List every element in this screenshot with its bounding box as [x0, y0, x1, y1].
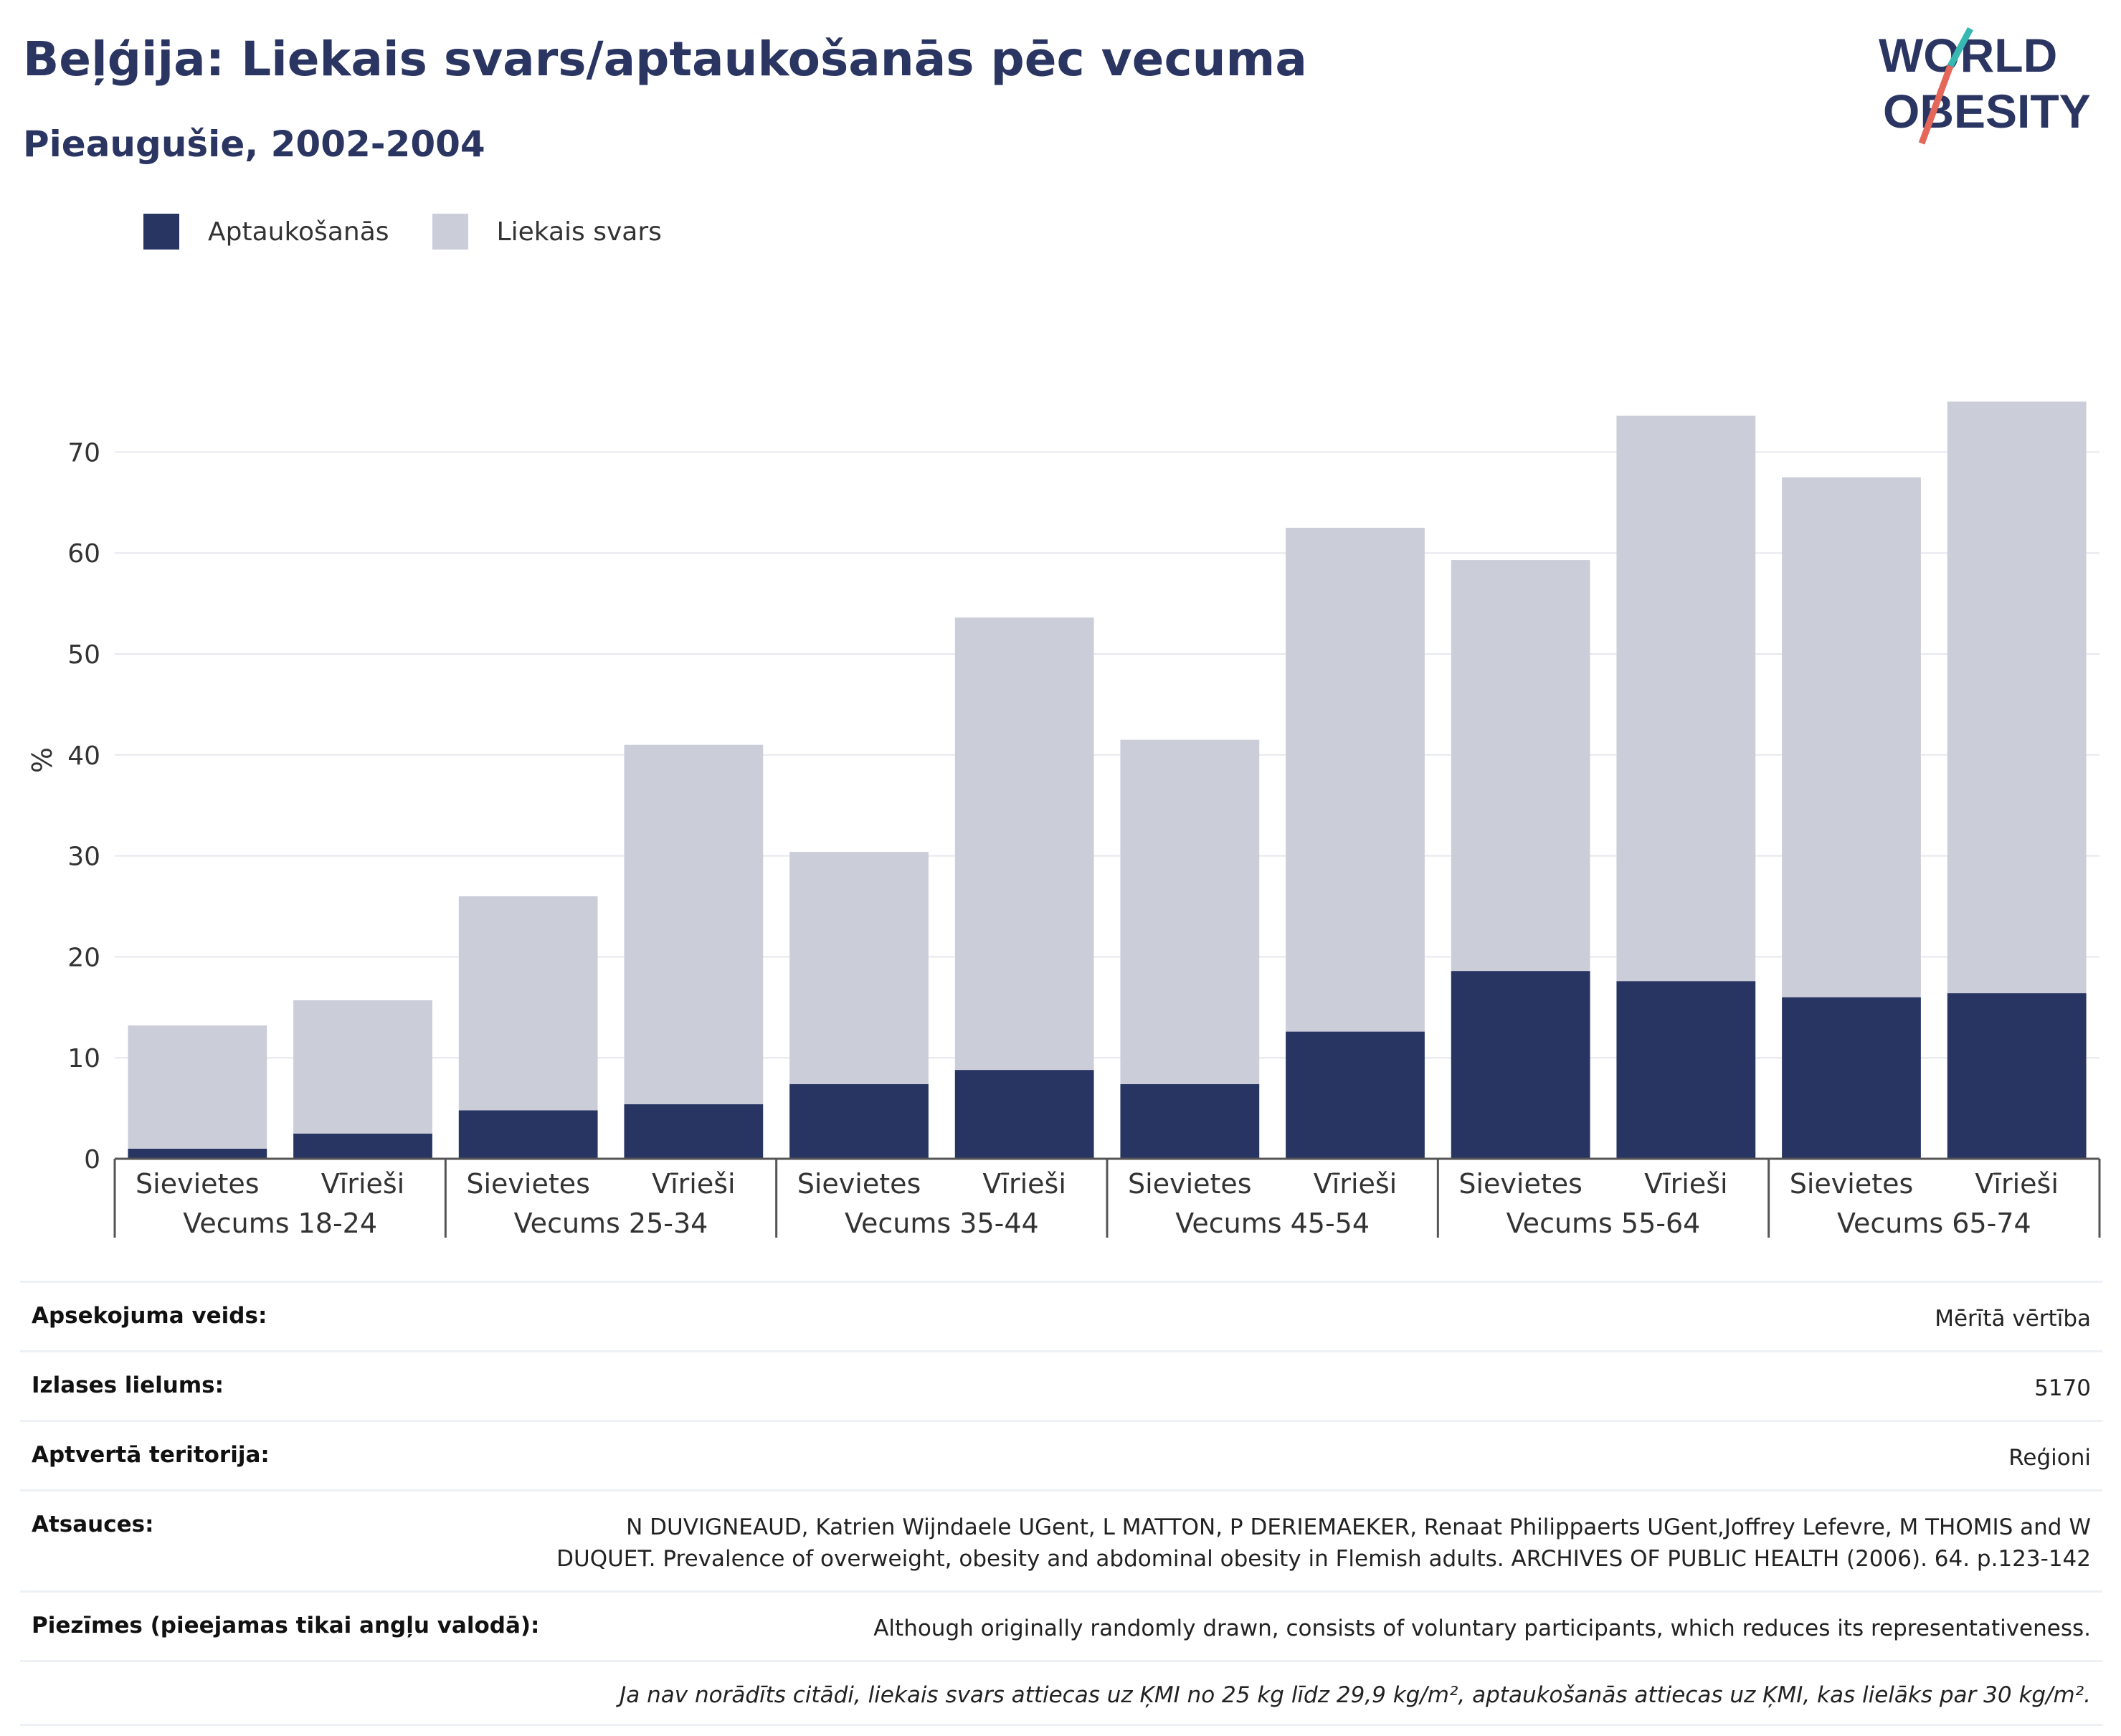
meta-key: Piezīmes (pieejamas tikai angļu valodā):	[32, 1613, 540, 1638]
y-tick-label: 40	[67, 741, 100, 771]
meta-key: Izlases lielums:	[32, 1372, 224, 1398]
meta-row-survey-type: Apsekojuma veids: Mērītā vērtība	[20, 1281, 2102, 1350]
legend-item-obesity[interactable]: Aptaukošanās	[143, 214, 389, 250]
x-group-label: Vecums 45-54	[1175, 1208, 1370, 1239]
meta-row-area-covered: Aptvertā teritorija: Reģioni	[20, 1420, 2102, 1489]
legend-swatch-overweight	[432, 214, 468, 250]
x-category-label: Vīrieši	[1644, 1168, 1727, 1200]
footnote: Ja nav norādīts citādi, liekais svars at…	[620, 1682, 2091, 1708]
meta-value: Reģioni	[2008, 1445, 2091, 1471]
y-tick-label: 60	[67, 539, 100, 569]
x-category-label: Vīrieši	[321, 1168, 404, 1200]
legend-swatch-obesity	[143, 214, 179, 250]
meta-value: Although originally randomly drawn, cons…	[873, 1616, 2091, 1641]
x-category-label: Sievietes	[1128, 1168, 1252, 1200]
meta-row-sample-size: Izlases lielums: 5170	[20, 1350, 2102, 1420]
x-group-label: Vecums 55-64	[1506, 1208, 1701, 1239]
x-category-label: Sievietes	[466, 1168, 590, 1200]
logo-line2: OBESITY	[1883, 85, 2091, 138]
bar-obesity	[789, 1083, 929, 1159]
bar-obesity	[1782, 997, 1921, 1159]
x-category-label: Vīrieši	[1975, 1168, 2058, 1200]
bar-overweight	[293, 1000, 432, 1134]
bar-overweight	[458, 896, 598, 1111]
y-tick-label: 0	[84, 1145, 100, 1175]
y-tick-label: 30	[67, 843, 100, 872]
meta-key: Atsauces:	[32, 1512, 154, 1537]
bar-obesity	[128, 1148, 267, 1159]
world-obesity-logo: WORLD OBESITY	[1879, 27, 2091, 145]
x-group-label: Vecums 25-34	[514, 1208, 708, 1239]
x-group-label: Vecums 18-24	[183, 1208, 377, 1239]
bar-obesity	[1120, 1083, 1260, 1159]
meta-key: Aptvertā teritorija:	[32, 1442, 270, 1468]
bar-overweight	[128, 1025, 267, 1149]
logo-accent-teal	[1947, 27, 1973, 68]
bar-obesity	[954, 1070, 1094, 1159]
x-category-label: Vīrieši	[982, 1168, 1066, 1200]
bar-overweight	[1451, 560, 1590, 972]
logo-accent-coral	[1918, 65, 1954, 145]
bar-overweight	[1120, 739, 1260, 1084]
x-category-label: Sievietes	[797, 1168, 921, 1200]
x-category-label: Vīrieši	[652, 1168, 735, 1200]
bar-obesity	[458, 1110, 598, 1159]
meta-key: Apsekojuma veids:	[32, 1303, 267, 1329]
bar-overweight	[1947, 402, 2087, 994]
chart-title: Beļģija: Liekais svars/aptaukošanās pēc …	[23, 32, 1307, 87]
x-group-label: Vecums 35-44	[845, 1208, 1039, 1239]
legend-item-overweight[interactable]: Liekais svars	[432, 214, 662, 250]
metadata-table: Apsekojuma veids: Mērītā vērtība Izlases…	[20, 1281, 2102, 1726]
chart-subtitle: Pieaugušie, 2002-2004	[23, 123, 485, 165]
meta-value: 5170	[2034, 1375, 2091, 1401]
y-tick-label: 50	[67, 640, 100, 670]
meta-row-notes: Piezīmes (pieejamas tikai angļu valodā):…	[20, 1590, 2102, 1660]
bar-overweight	[624, 744, 764, 1104]
meta-row-footnote: Ja nav norādīts citādi, liekais svars at…	[20, 1660, 2102, 1726]
x-group-label: Vecums 65-74	[1837, 1208, 2031, 1239]
y-tick-label: 70	[67, 438, 100, 468]
bar-overweight	[789, 851, 929, 1084]
x-category-label: Sievietes	[1790, 1168, 1914, 1200]
bar-overweight	[1286, 528, 1425, 1032]
meta-value: N DUVIGNEAUD, Katrien Wijndaele UGent, L…	[556, 1514, 2091, 1572]
legend-label-overweight: Liekais svars	[496, 217, 662, 247]
meta-row-references: Atsauces: N DUVIGNEAUD, Katrien Wijndael…	[20, 1489, 2102, 1590]
bar-obesity	[293, 1133, 432, 1159]
bar-obesity	[1451, 971, 1590, 1159]
bar-overweight	[1616, 415, 1756, 982]
bar-chart: 0 10 20 30 40 50 60 70% Sievietes Vīrieši Sieviete…	[27, 402, 2101, 1239]
x-category-label: Vīrieši	[1314, 1168, 1397, 1200]
x-category-label: Sievietes	[136, 1168, 260, 1200]
bar-obesity	[1286, 1031, 1425, 1159]
bar-overweight	[954, 617, 1094, 1071]
y-axis-label: %	[27, 747, 58, 773]
bar-obesity	[1616, 981, 1756, 1159]
bar-overweight	[1782, 477, 1921, 997]
meta-value: Mērītā vērtība	[1935, 1306, 2091, 1332]
y-tick-label: 20	[67, 943, 100, 972]
legend-label-obesity: Aptaukošanās	[208, 217, 389, 247]
y-tick-label: 10	[67, 1044, 100, 1073]
x-category-label: Sievietes	[1458, 1168, 1583, 1200]
legend: Aptaukošanās Liekais svars	[143, 214, 705, 250]
bar-obesity	[624, 1104, 764, 1159]
bar-obesity	[1947, 993, 2087, 1159]
